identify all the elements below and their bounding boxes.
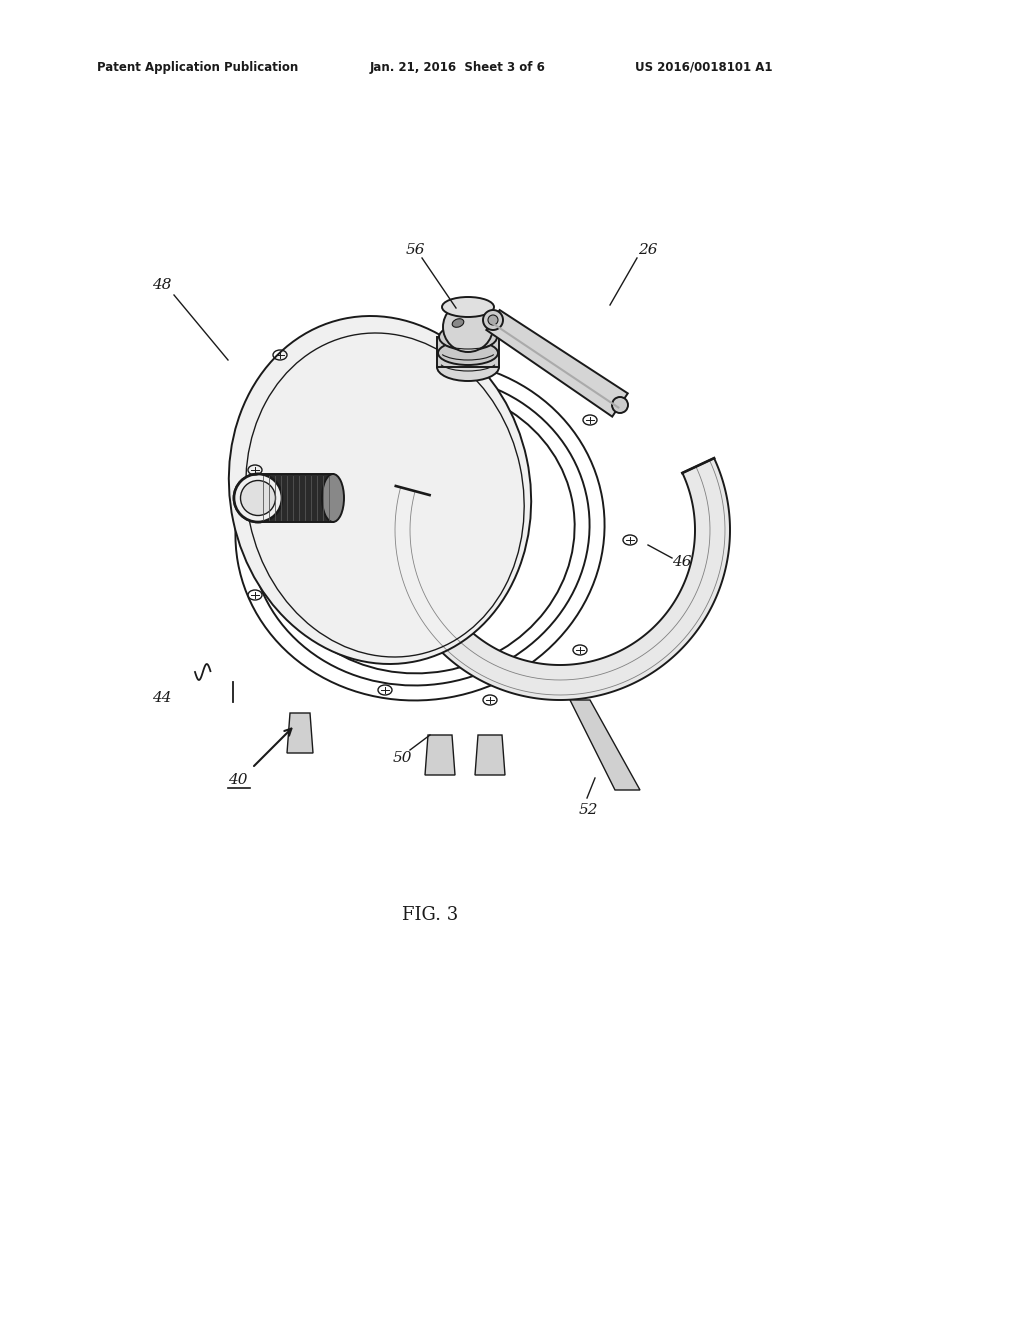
Text: 52: 52 bbox=[579, 803, 598, 817]
Circle shape bbox=[483, 310, 503, 330]
Ellipse shape bbox=[438, 341, 498, 366]
Ellipse shape bbox=[439, 323, 497, 350]
Circle shape bbox=[612, 397, 628, 413]
Ellipse shape bbox=[241, 480, 275, 516]
Polygon shape bbox=[437, 337, 499, 367]
Polygon shape bbox=[425, 735, 455, 775]
Text: Patent Application Publication: Patent Application Publication bbox=[97, 61, 298, 74]
Ellipse shape bbox=[437, 352, 499, 381]
Polygon shape bbox=[486, 310, 628, 417]
Text: 44: 44 bbox=[153, 690, 172, 705]
Ellipse shape bbox=[234, 474, 282, 521]
Text: 48: 48 bbox=[153, 279, 172, 292]
Circle shape bbox=[488, 315, 498, 325]
Text: 40: 40 bbox=[228, 774, 248, 787]
Polygon shape bbox=[258, 474, 333, 521]
Ellipse shape bbox=[322, 474, 344, 521]
Polygon shape bbox=[390, 458, 730, 700]
Text: 56: 56 bbox=[406, 243, 425, 257]
Polygon shape bbox=[570, 700, 640, 789]
Text: 26: 26 bbox=[638, 243, 657, 257]
Ellipse shape bbox=[442, 297, 494, 317]
Text: 46: 46 bbox=[672, 554, 692, 569]
Polygon shape bbox=[475, 735, 505, 775]
Polygon shape bbox=[287, 713, 313, 752]
Text: FIG. 3: FIG. 3 bbox=[401, 906, 458, 924]
Ellipse shape bbox=[443, 302, 493, 352]
Ellipse shape bbox=[228, 315, 531, 664]
Text: US 2016/0018101 A1: US 2016/0018101 A1 bbox=[635, 61, 772, 74]
Text: Jan. 21, 2016  Sheet 3 of 6: Jan. 21, 2016 Sheet 3 of 6 bbox=[370, 61, 546, 74]
Ellipse shape bbox=[234, 474, 282, 521]
Text: 50: 50 bbox=[392, 751, 412, 766]
Ellipse shape bbox=[453, 318, 464, 327]
